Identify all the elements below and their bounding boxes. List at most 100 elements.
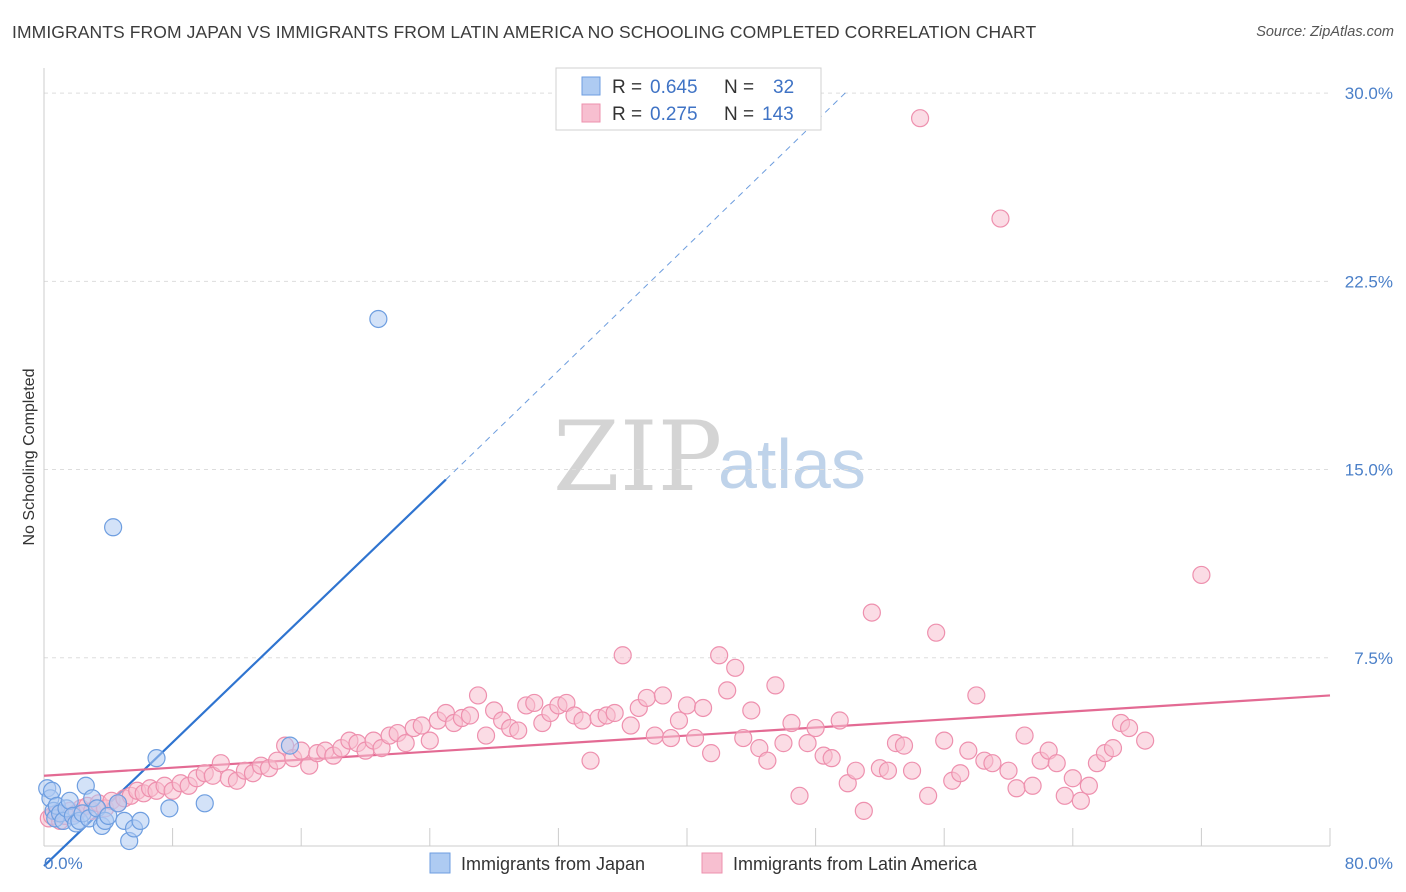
legend-r-label-japan: R = xyxy=(612,77,642,98)
point-latam xyxy=(782,713,801,733)
point-latam xyxy=(1023,776,1042,795)
point-latam xyxy=(822,749,841,768)
point-latam xyxy=(525,693,544,713)
point-latam xyxy=(878,761,898,780)
point-latam xyxy=(718,681,737,700)
axes xyxy=(43,68,1331,847)
point-latam xyxy=(846,761,865,780)
legend-n-value-latam: 143 xyxy=(762,104,794,125)
y-tick-label: 15.0% xyxy=(1345,461,1393,480)
point-latam xyxy=(830,711,849,730)
point-japan xyxy=(104,518,123,537)
point-latam xyxy=(935,731,954,750)
point-latam xyxy=(396,734,415,753)
point-latam xyxy=(693,698,713,718)
point-latam xyxy=(1103,739,1123,758)
data-points xyxy=(38,109,1211,851)
y-tick-label: 22.5% xyxy=(1345,272,1393,291)
point-latam xyxy=(854,801,873,820)
legend-r-value-japan: 0.645 xyxy=(650,77,698,98)
bottom-legend-swatch-japan xyxy=(429,852,451,874)
y-tick-label: 7.5% xyxy=(1354,649,1393,668)
point-latam xyxy=(1015,726,1034,745)
point-japan xyxy=(42,781,62,800)
point-latam xyxy=(613,646,632,665)
point-latam xyxy=(798,734,817,753)
point-latam xyxy=(1079,776,1098,795)
point-latam xyxy=(790,786,809,805)
point-latam xyxy=(645,726,664,745)
point-latam xyxy=(702,744,721,763)
tick-labels: 7.5% 15.0% 22.5% 30.0% 0.0% 80.0% xyxy=(44,84,1393,873)
point-latam xyxy=(509,721,528,740)
point-latam xyxy=(1192,565,1211,585)
point-latam xyxy=(734,728,753,748)
point-latam xyxy=(902,761,922,780)
y-axis-label: No Schooling Completed xyxy=(21,369,38,546)
point-latam xyxy=(1063,769,1082,788)
point-japan xyxy=(280,736,300,755)
point-latam xyxy=(581,751,600,770)
point-latam xyxy=(669,711,689,730)
point-japan xyxy=(160,799,179,818)
point-latam xyxy=(919,786,938,805)
point-latam xyxy=(983,754,1002,773)
source-credit: Source: ZipAtlas.com xyxy=(1256,24,1394,40)
point-latam xyxy=(999,761,1018,780)
point-latam xyxy=(573,711,592,730)
point-latam xyxy=(910,109,930,128)
point-latam xyxy=(774,734,793,753)
point-latam xyxy=(1136,731,1155,750)
stats-legend: R = 0.645 N = 32 R = 0.275 N = 143 xyxy=(555,67,822,131)
point-latam xyxy=(726,658,745,677)
point-japan xyxy=(369,309,388,329)
point-latam xyxy=(1071,791,1090,810)
watermark-zip: ZIP xyxy=(553,401,722,513)
point-latam xyxy=(1047,754,1066,773)
point-japan xyxy=(195,794,214,813)
y-tick-label: 30.0% xyxy=(1345,84,1393,103)
point-latam xyxy=(894,736,914,755)
point-latam xyxy=(959,741,978,760)
trend-extension-japan xyxy=(445,90,849,480)
legend-swatch-latam xyxy=(581,103,601,123)
point-latam xyxy=(677,696,697,715)
point-japan xyxy=(108,794,128,813)
point-latam xyxy=(862,603,881,622)
point-latam xyxy=(710,646,729,665)
point-latam xyxy=(1055,786,1074,805)
point-latam xyxy=(1007,779,1026,798)
point-latam xyxy=(476,726,496,745)
point-latam xyxy=(605,703,624,723)
point-latam xyxy=(211,754,230,773)
bottom-legend-label-latam: Immigrants from Latin America xyxy=(733,854,978,874)
point-latam xyxy=(685,728,705,748)
point-latam xyxy=(412,716,431,735)
point-latam xyxy=(637,688,656,708)
legend-r-value-latam: 0.275 xyxy=(650,104,698,125)
point-latam xyxy=(742,701,761,720)
point-latam xyxy=(758,751,777,770)
legend-n-label-latam: N = xyxy=(724,104,754,125)
point-latam xyxy=(267,751,287,770)
point-latam xyxy=(927,623,946,642)
point-latam xyxy=(621,716,640,735)
point-japan xyxy=(60,791,79,810)
point-latam xyxy=(766,676,785,695)
point-latam xyxy=(806,718,825,738)
x-tick-label-max: 80.0% xyxy=(1345,854,1393,873)
point-japan xyxy=(147,749,166,768)
watermark-atlas: atlas xyxy=(718,425,866,503)
point-latam xyxy=(468,686,488,705)
point-latam xyxy=(951,764,970,783)
grid xyxy=(44,92,1330,659)
legend-n-value-japan: 32 xyxy=(773,77,794,98)
legend-r-label-latam: R = xyxy=(612,104,642,125)
chart-title: IMMIGRANTS FROM JAPAN VS IMMIGRANTS FROM… xyxy=(12,22,1037,42)
point-latam xyxy=(653,686,672,705)
legend-n-label-japan: N = xyxy=(724,77,754,98)
point-latam xyxy=(420,731,439,750)
series-legend: Immigrants from Japan Immigrants from La… xyxy=(429,852,978,874)
bottom-legend-swatch-latam xyxy=(701,852,723,874)
x-tick-label-min: 0.0% xyxy=(44,854,83,873)
